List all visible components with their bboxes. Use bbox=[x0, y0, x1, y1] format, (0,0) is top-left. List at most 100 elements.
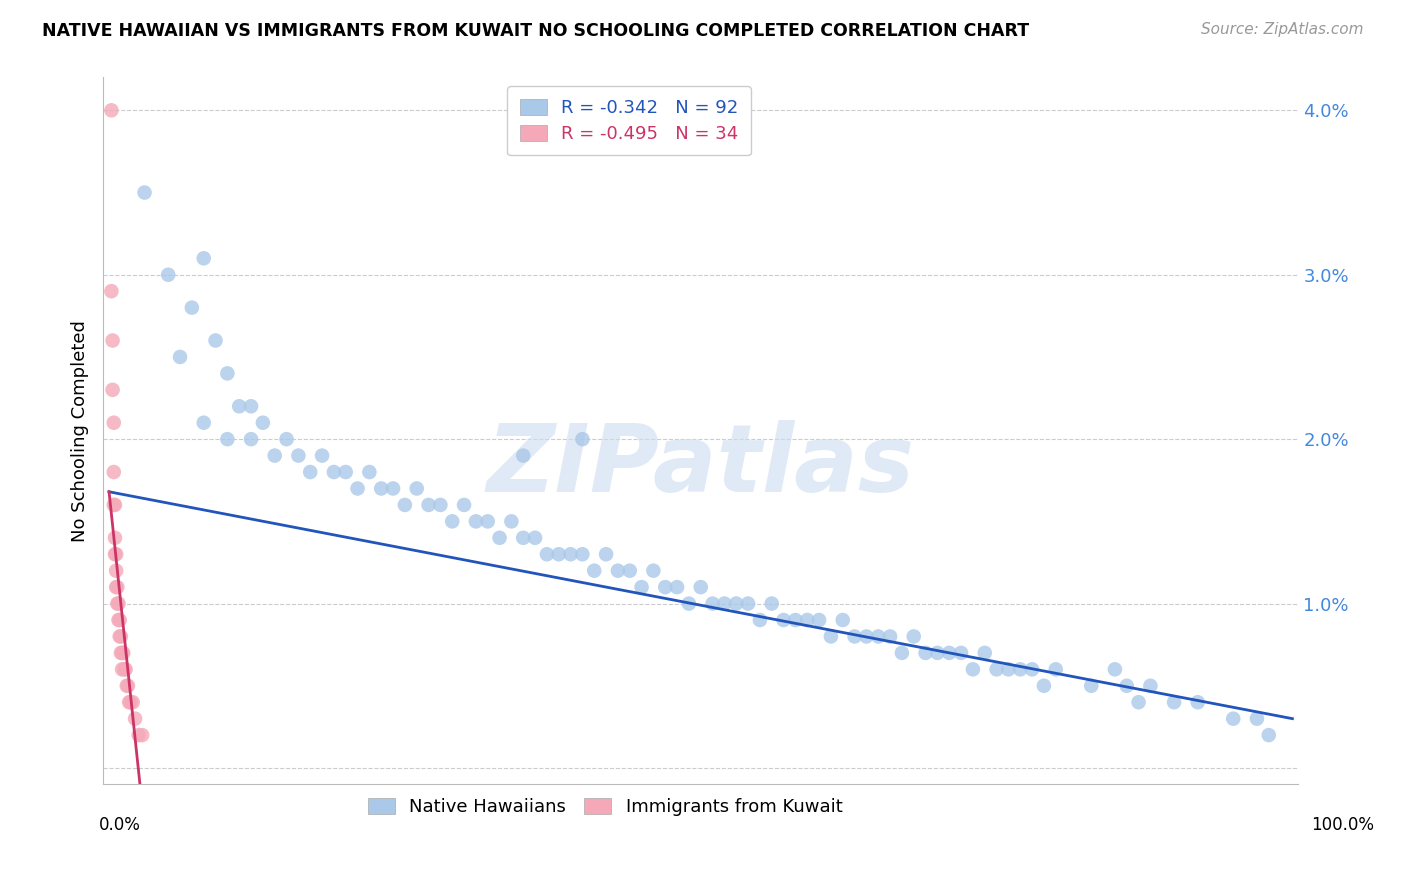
Point bbox=[335, 465, 357, 479]
Point bbox=[134, 186, 156, 200]
Point bbox=[112, 662, 135, 676]
Point bbox=[128, 728, 150, 742]
Point bbox=[1021, 662, 1043, 676]
Point bbox=[359, 465, 381, 479]
Point bbox=[299, 465, 322, 479]
Point bbox=[903, 630, 925, 644]
Point bbox=[619, 564, 641, 578]
Point bbox=[217, 367, 239, 381]
Point bbox=[104, 547, 127, 561]
Point bbox=[914, 646, 936, 660]
Point bbox=[524, 531, 547, 545]
Text: ZIPatlas: ZIPatlas bbox=[486, 420, 915, 512]
Point bbox=[114, 662, 136, 676]
Legend: Native Hawaiians, Immigrants from Kuwait: Native Hawaiians, Immigrants from Kuwait bbox=[359, 789, 852, 825]
Point bbox=[868, 630, 890, 644]
Point bbox=[583, 564, 606, 578]
Point bbox=[973, 646, 995, 660]
Point bbox=[105, 597, 128, 611]
Point bbox=[169, 350, 191, 364]
Point bbox=[1222, 712, 1244, 726]
Point bbox=[855, 630, 877, 644]
Point bbox=[204, 334, 226, 348]
Point bbox=[117, 679, 139, 693]
Point bbox=[193, 252, 215, 266]
Point bbox=[737, 597, 759, 611]
Point bbox=[772, 613, 794, 627]
Point bbox=[108, 613, 131, 627]
Point bbox=[311, 449, 333, 463]
Point bbox=[630, 580, 652, 594]
Point bbox=[111, 646, 134, 660]
Text: 100.0%: 100.0% bbox=[1312, 816, 1374, 834]
Point bbox=[405, 482, 427, 496]
Point bbox=[1080, 679, 1102, 693]
Point bbox=[104, 498, 127, 512]
Point bbox=[101, 383, 124, 397]
Point bbox=[103, 465, 125, 479]
Point bbox=[1163, 695, 1185, 709]
Point bbox=[879, 630, 901, 644]
Point bbox=[107, 597, 129, 611]
Point bbox=[105, 580, 128, 594]
Point bbox=[820, 630, 842, 644]
Point bbox=[796, 613, 818, 627]
Point bbox=[702, 597, 724, 611]
Point bbox=[938, 646, 960, 660]
Point bbox=[118, 695, 141, 709]
Point bbox=[394, 498, 416, 512]
Point bbox=[346, 482, 368, 496]
Point bbox=[322, 465, 344, 479]
Point bbox=[748, 613, 770, 627]
Point bbox=[488, 531, 510, 545]
Point bbox=[111, 662, 134, 676]
Point bbox=[1128, 695, 1150, 709]
Point bbox=[927, 646, 949, 660]
Point bbox=[217, 432, 239, 446]
Point bbox=[453, 498, 475, 512]
Point bbox=[100, 103, 122, 118]
Point bbox=[808, 613, 831, 627]
Point bbox=[382, 482, 405, 496]
Point bbox=[643, 564, 665, 578]
Point bbox=[571, 547, 593, 561]
Point bbox=[654, 580, 676, 594]
Point bbox=[950, 646, 973, 660]
Point bbox=[441, 514, 464, 528]
Point bbox=[105, 580, 128, 594]
Point bbox=[666, 580, 689, 594]
Point bbox=[240, 432, 263, 446]
Point bbox=[1104, 662, 1126, 676]
Point bbox=[571, 432, 593, 446]
Point bbox=[287, 449, 309, 463]
Point bbox=[110, 630, 132, 644]
Point bbox=[124, 712, 146, 726]
Point bbox=[103, 416, 125, 430]
Point bbox=[108, 630, 131, 644]
Point bbox=[689, 580, 711, 594]
Point bbox=[713, 597, 735, 611]
Point bbox=[725, 597, 748, 611]
Point bbox=[115, 679, 138, 693]
Point bbox=[110, 646, 132, 660]
Point bbox=[107, 613, 129, 627]
Point bbox=[100, 284, 122, 298]
Text: NATIVE HAWAIIAN VS IMMIGRANTS FROM KUWAIT NO SCHOOLING COMPLETED CORRELATION CHA: NATIVE HAWAIIAN VS IMMIGRANTS FROM KUWAI… bbox=[42, 22, 1029, 40]
Point bbox=[121, 695, 143, 709]
Point bbox=[477, 514, 499, 528]
Point bbox=[1139, 679, 1161, 693]
Point bbox=[1115, 679, 1137, 693]
Point bbox=[512, 449, 534, 463]
Point bbox=[986, 662, 1008, 676]
Point bbox=[831, 613, 853, 627]
Point bbox=[104, 531, 127, 545]
Point bbox=[228, 399, 250, 413]
Point bbox=[560, 547, 582, 561]
Point bbox=[131, 728, 153, 742]
Point bbox=[844, 630, 866, 644]
Point bbox=[606, 564, 628, 578]
Text: 0.0%: 0.0% bbox=[98, 816, 141, 834]
Point bbox=[103, 498, 125, 512]
Point bbox=[252, 416, 274, 430]
Point bbox=[536, 547, 558, 561]
